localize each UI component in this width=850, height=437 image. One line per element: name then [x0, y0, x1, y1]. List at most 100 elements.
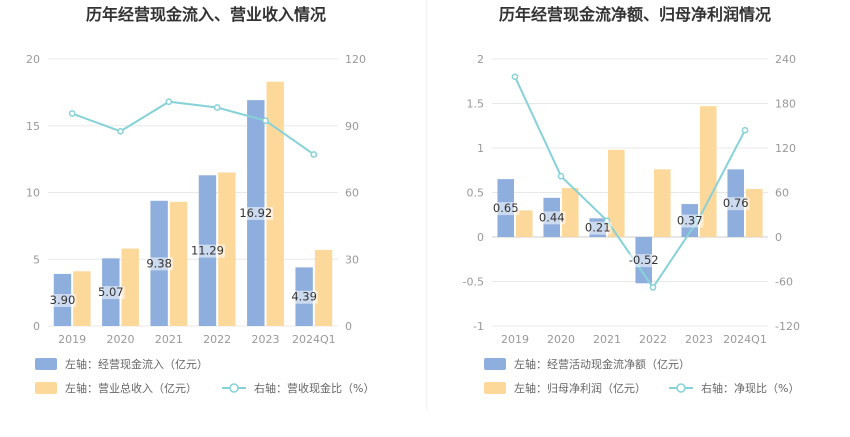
legend-swatch-primary [35, 358, 57, 370]
data-label: 0.65 [493, 201, 519, 215]
ratio-point [213, 104, 221, 111]
x-tick-label: 2021 [593, 333, 621, 346]
y-right-tick-label: 30 [345, 253, 359, 266]
x-tick-label: 2020 [547, 333, 575, 346]
ratio-line [514, 76, 746, 290]
data-label: 3.90 [50, 293, 76, 307]
y-left-tick-label: 15 [26, 120, 40, 133]
data-label: 9.38 [146, 256, 172, 270]
y-right-tick-label: 120 [775, 142, 796, 155]
data-label-bg [96, 286, 125, 300]
y-right-tick-label: 240 [775, 53, 796, 66]
bar-secondary [218, 172, 236, 326]
x-tick-label: 2022 [203, 333, 231, 346]
data-label-bg [537, 211, 566, 225]
chart-title: 历年经营现金流入、营业收入情况 [86, 5, 326, 24]
data-label-bg [145, 257, 173, 271]
data-label: -0.52 [629, 253, 659, 267]
y-left-tick-label: 5 [33, 253, 40, 266]
data-label-bg [290, 290, 318, 304]
legend-swatch-secondary [484, 382, 506, 394]
bar-secondary [266, 81, 284, 326]
bar-secondary [169, 201, 188, 326]
x-tick-label: 2023 [252, 333, 280, 346]
data-label: 0.44 [539, 210, 565, 224]
data-label: 0.21 [585, 221, 611, 235]
bar-secondary [654, 169, 671, 237]
y-right-tick-label: 60 [775, 187, 789, 200]
y-right-tick-label: 0 [345, 320, 352, 333]
legend-label-ratio: 右轴：净现比（%） [701, 381, 799, 395]
ratio-point [310, 151, 318, 158]
data-label: 4.39 [291, 290, 317, 304]
data-label-bg [675, 214, 704, 228]
legend-label-secondary: 左轴：归母净利润（亿元） [514, 381, 646, 395]
y-right-tick-label: 90 [345, 120, 359, 133]
bar-secondary [562, 188, 579, 237]
y-right-tick-label: 60 [345, 187, 359, 200]
ratio-point [68, 110, 76, 117]
x-tick-label: 2019 [501, 333, 529, 346]
data-label-bg [189, 244, 225, 258]
x-tick-label: 2020 [107, 333, 135, 346]
data-label-bg [48, 293, 77, 307]
ratio-point [557, 172, 565, 180]
bar-secondary [608, 149, 625, 237]
x-tick-label: 2022 [639, 333, 667, 346]
ratio-point [511, 73, 519, 81]
legend-marker-ratio [676, 383, 686, 393]
ratio-point [741, 126, 749, 134]
y-left-tick-label: -1 [473, 320, 484, 333]
y-left-tick-label: 0 [477, 231, 484, 244]
y-right-tick-label: -120 [775, 320, 800, 333]
ratio-point [262, 117, 269, 124]
chart-cash-inflow-revenue: 历年经营现金流入、营业收入情况 3.90 5.07 9.38 11.29 16.92 4.… [26, 5, 374, 395]
y-left-tick-label: 10 [26, 187, 40, 200]
y-left-tick-label: 2 [477, 53, 484, 66]
bar-secondary [746, 188, 763, 237]
ratio-point [649, 284, 657, 291]
legend-label-primary: 左轴：经营现金流入（亿元） [65, 357, 208, 371]
y-left-tick-label: 0 [33, 320, 40, 333]
legend-swatch-secondary [35, 382, 57, 394]
y-right-tick-label: 180 [775, 98, 796, 111]
y-left-tick-label: 0.5 [467, 187, 485, 200]
x-tick-label: 2021 [155, 333, 183, 346]
y-left-tick-label: 1 [477, 142, 484, 155]
legend-label-ratio: 右轴：营收现金比（%） [254, 381, 374, 395]
chart-title: 历年经营现金流净额、归母净利润情况 [499, 5, 771, 24]
data-label-bg [583, 221, 612, 235]
x-tick-label: 2023 [685, 333, 713, 346]
y-left-tick-label: 1.5 [467, 98, 485, 111]
legend-label-secondary: 左轴：营业总收入（亿元） [65, 381, 197, 395]
data-label: 0.76 [723, 196, 749, 210]
y-left-tick-label: -0.5 [463, 276, 484, 289]
bar-secondary [314, 249, 333, 326]
x-tick-label: 2019 [58, 333, 86, 346]
chart-net-cashflow-profit: 历年经营现金流净额、归母净利润情况 0.650.440.21-0.520.370… [463, 5, 800, 395]
legend-label-primary: 左轴：经营活动现金流净额（亿元） [514, 357, 690, 371]
data-label: 5.07 [98, 285, 124, 299]
data-label-bg [491, 202, 520, 216]
legend-swatch-primary [484, 358, 506, 370]
ratio-point [117, 127, 124, 135]
data-label-bg [627, 254, 660, 268]
ratio-line [71, 100, 315, 156]
data-label: 11.29 [191, 244, 224, 258]
y-right-tick-label: -60 [775, 276, 793, 289]
y-right-tick-label: 0 [775, 231, 782, 244]
data-label: 0.37 [677, 214, 703, 228]
x-tick-label: 2024Q1 [723, 333, 767, 346]
y-right-tick-label: 120 [345, 53, 366, 66]
bar-secondary [73, 271, 91, 326]
y-left-tick-label: 20 [26, 53, 40, 66]
bar-secondary [516, 210, 533, 237]
data-label-bg [721, 197, 750, 211]
data-label-bg [238, 207, 274, 221]
bar-secondary [700, 106, 717, 237]
ratio-point [165, 98, 173, 106]
x-tick-label: 2024Q1 [292, 333, 336, 346]
legend-marker-ratio [229, 383, 239, 393]
bar-secondary [121, 248, 139, 326]
